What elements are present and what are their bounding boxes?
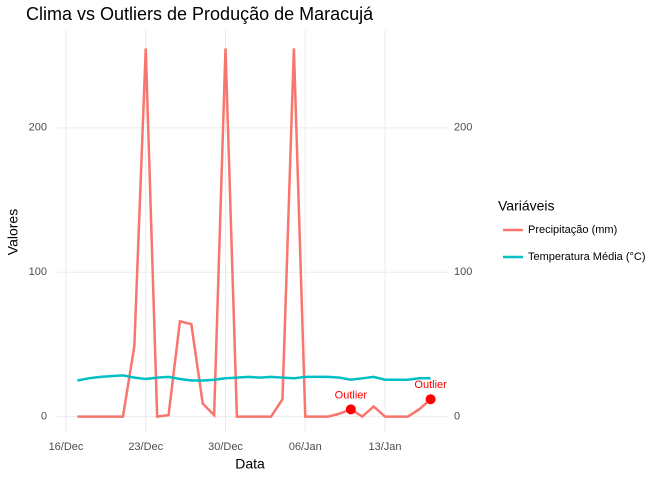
legend-label: Precipitação (mm)	[528, 224, 617, 236]
x-tick-label: 30/Dec	[208, 441, 243, 453]
line	[77, 374, 431, 382]
x-tick-label: 13/Jan	[369, 441, 402, 453]
outlier-point	[425, 394, 436, 405]
line	[77, 48, 432, 419]
outlier-label: Outlier	[414, 379, 447, 391]
x-axis-label: Data	[235, 456, 265, 472]
y2-tick-label: 100	[454, 266, 472, 278]
y2-tick-label: 200	[454, 122, 472, 134]
legend-title: Variáveis	[498, 198, 555, 214]
y-tick-label: 100	[29, 266, 47, 278]
y2-tick-label: 0	[454, 410, 460, 422]
y-tick-label: 0	[41, 410, 47, 422]
y-tick-label: 200	[29, 122, 47, 134]
chart-title: Clima vs Outliers de Produção de Maracuj…	[26, 4, 374, 24]
outlier-point	[345, 404, 356, 415]
legend-label: Temperatura Média (°C)	[528, 251, 646, 263]
y-axis-label: Valores	[5, 209, 21, 255]
x-tick-label: 16/Dec	[49, 441, 84, 453]
outlier-label: Outlier	[335, 389, 368, 401]
x-tick-label: 06/Jan	[289, 441, 322, 453]
x-tick-label: 23/Dec	[128, 441, 163, 453]
